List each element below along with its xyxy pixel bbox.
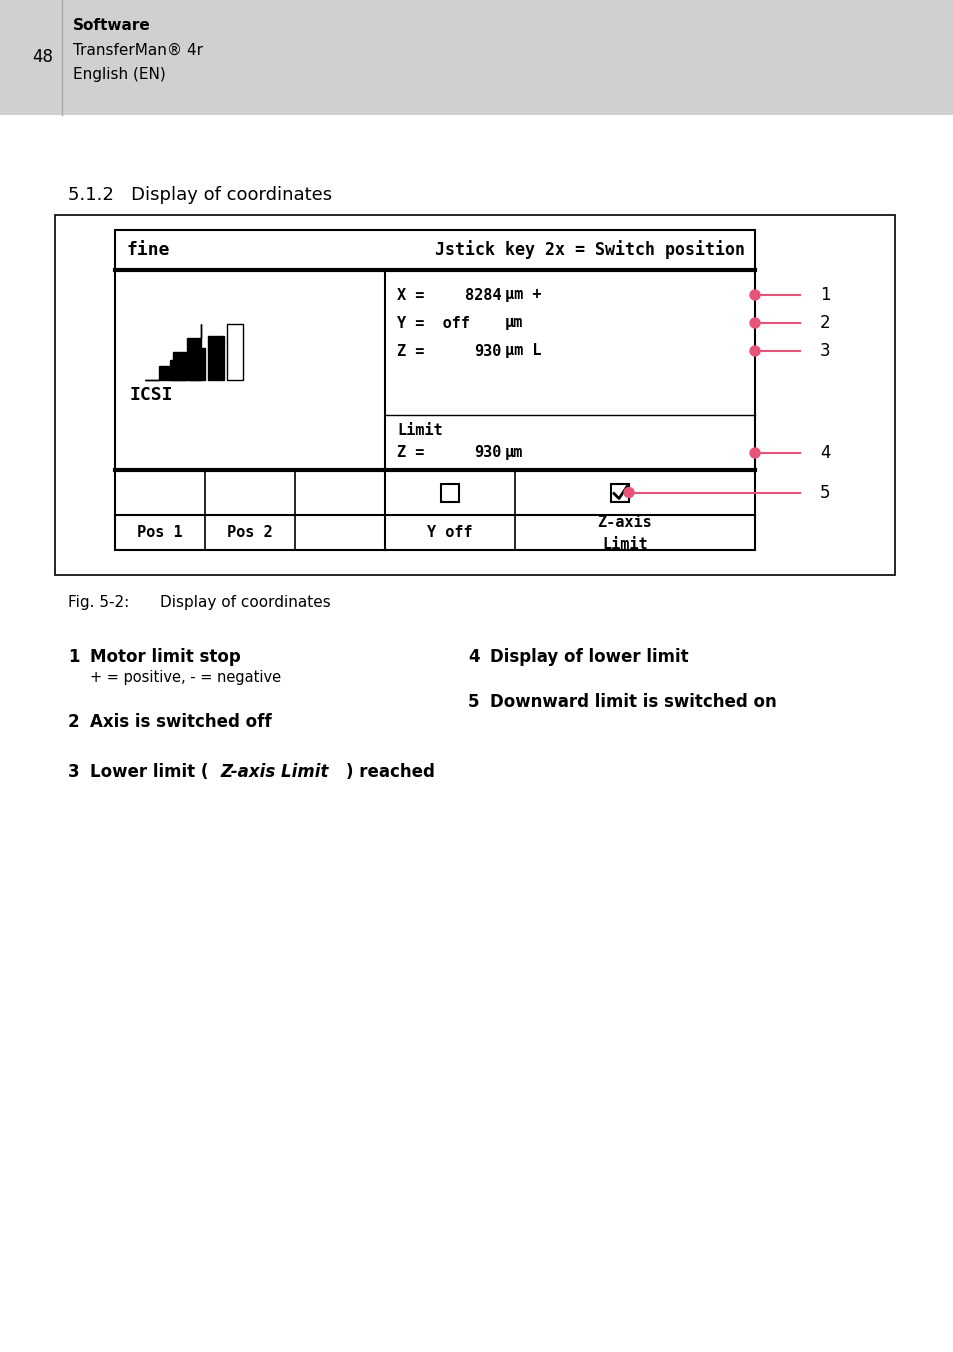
Text: 930: 930 [475, 445, 501, 460]
Text: 8284: 8284 [465, 288, 501, 303]
Text: 5: 5 [820, 484, 830, 502]
Text: Z =: Z = [396, 343, 424, 358]
Text: Display of coordinates: Display of coordinates [160, 595, 331, 611]
Text: Axis is switched off: Axis is switched off [90, 713, 272, 731]
Text: 3: 3 [68, 763, 79, 781]
Bar [0, 0, 953, 115]
Text: 2: 2 [820, 314, 830, 333]
Text: 3: 3 [820, 342, 830, 360]
Bar [55, 215, 894, 575]
Text: 48: 48 [32, 49, 53, 66]
Bar [227, 324, 243, 380]
Text: Limit: Limit [396, 423, 442, 438]
Text: Limit: Limit [601, 537, 647, 552]
Text: 4: 4 [468, 648, 479, 667]
Text: 5: 5 [468, 694, 479, 711]
Text: TransferMan® 4r: TransferMan® 4r [73, 42, 203, 58]
Text: English (EN): English (EN) [73, 68, 166, 82]
Text: Lower limit (: Lower limit ( [90, 763, 208, 781]
Text: 4: 4 [820, 443, 830, 462]
Text: μm: μm [504, 445, 522, 460]
Text: Z-axis Limit: Z-axis Limit [220, 763, 328, 781]
Text: Software: Software [73, 18, 151, 32]
Circle shape [749, 318, 760, 329]
Circle shape [623, 488, 634, 498]
Text: 5.1.2   Display of coordinates: 5.1.2 Display of coordinates [68, 187, 332, 204]
Text: Z =: Z = [396, 445, 424, 460]
Text: Jstick key 2x = Switch position: Jstick key 2x = Switch position [435, 241, 744, 260]
Text: Display of lower limit: Display of lower limit [490, 648, 688, 667]
Text: X =: X = [396, 288, 424, 303]
Text: Downward limit is switched on: Downward limit is switched on [490, 694, 776, 711]
Bar [610, 484, 628, 502]
Text: 930: 930 [475, 343, 501, 358]
Bar [170, 360, 186, 380]
Text: + = positive, - = negative: + = positive, - = negative [90, 671, 281, 685]
Text: μm +: μm + [504, 288, 541, 303]
Text: 1: 1 [820, 287, 830, 304]
Text: Fig. 5-2:: Fig. 5-2: [68, 595, 129, 611]
Text: 2: 2 [68, 713, 79, 731]
Text: Pos 1: Pos 1 [137, 525, 183, 539]
Circle shape [749, 346, 760, 356]
Text: 1: 1 [68, 648, 79, 667]
Bar [208, 337, 224, 380]
Text: ) reached: ) reached [346, 763, 435, 781]
Text: Y off: Y off [427, 525, 473, 539]
Text: μm L: μm L [504, 343, 541, 358]
Bar [115, 230, 754, 550]
Bar [440, 484, 458, 502]
Bar [189, 347, 205, 380]
Circle shape [749, 289, 760, 300]
Text: Motor limit stop: Motor limit stop [90, 648, 240, 667]
Circle shape [749, 448, 760, 458]
Text: fine: fine [127, 241, 171, 260]
Polygon shape [145, 324, 201, 380]
Text: Y =  off: Y = off [396, 315, 470, 330]
Text: Pos 2: Pos 2 [227, 525, 273, 539]
Text: μm: μm [504, 315, 522, 330]
Text: Z-axis: Z-axis [597, 515, 652, 530]
Text: ICSI: ICSI [130, 387, 173, 404]
